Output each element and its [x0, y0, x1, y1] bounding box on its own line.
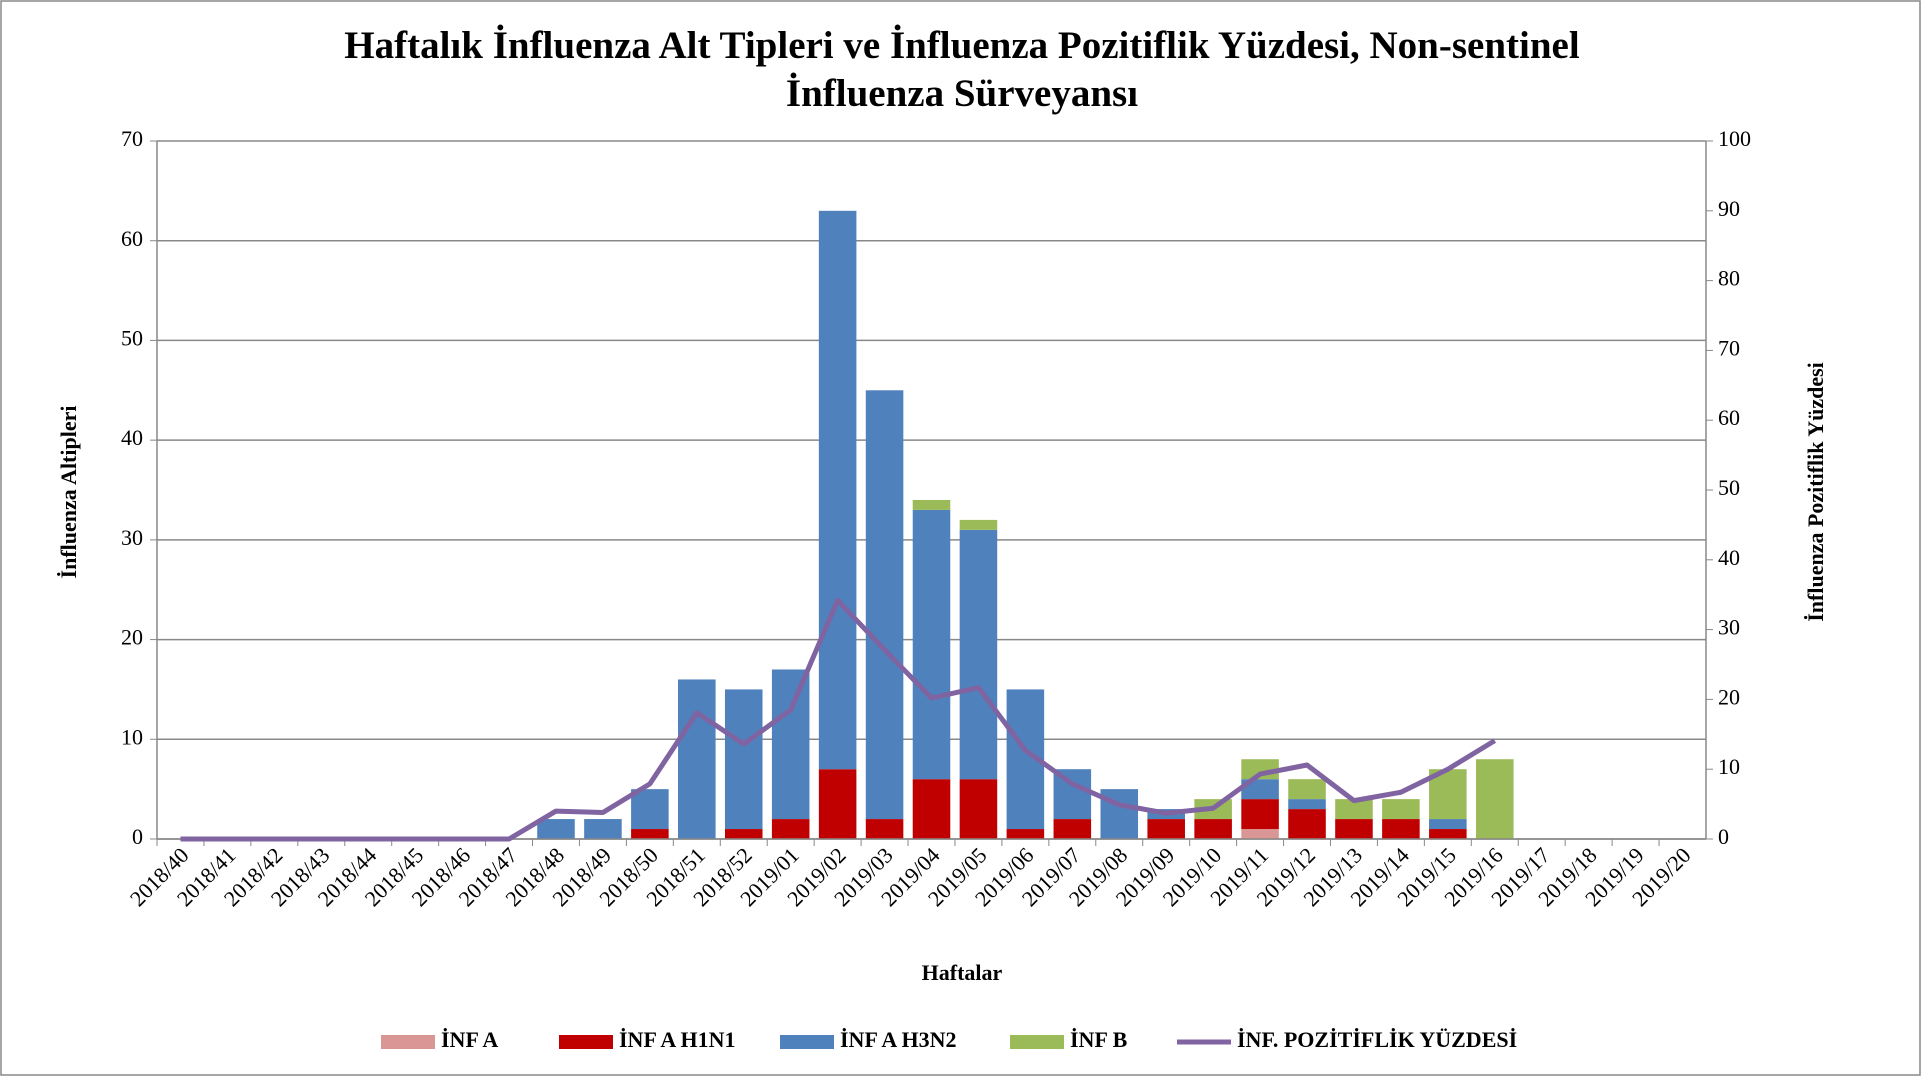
bar-segment	[724, 829, 763, 839]
bar-segment	[1241, 799, 1279, 830]
y-tick-label: 70	[121, 126, 143, 151]
y2-tick-label: 30	[1718, 615, 1740, 640]
bar-segment	[537, 819, 575, 839]
y-tick-label: 0	[132, 824, 143, 849]
bar-segment	[818, 210, 857, 770]
bar-segment	[631, 789, 669, 830]
bar-segment	[1382, 799, 1420, 820]
line-series	[180, 597, 1497, 842]
bar-segment	[1194, 819, 1232, 839]
bar-segment	[865, 819, 904, 839]
y2-tick-label: 50	[1718, 475, 1740, 500]
bar-segment	[1147, 819, 1185, 839]
y2-tick-label: 20	[1718, 684, 1740, 709]
y-tick-label: 60	[121, 226, 143, 251]
legend-swatch	[559, 1035, 613, 1049]
y2-tick-label: 70	[1718, 335, 1740, 360]
y2-tick-label: 0	[1718, 824, 1729, 849]
bar-segment	[1288, 779, 1326, 800]
bar-segment	[959, 529, 998, 780]
y-tick-label: 30	[121, 525, 143, 550]
legend-swatch	[780, 1035, 834, 1049]
y-tick-label: 40	[121, 425, 143, 450]
y-tick-label: 50	[121, 325, 143, 350]
y2-tick-label: 40	[1718, 545, 1740, 570]
chart-subtitle: İnfluenza Sürveyansı	[786, 71, 1138, 115]
bar-segment	[724, 689, 763, 830]
y2-tick-label: 100	[1718, 126, 1751, 151]
bar-segment	[1429, 819, 1467, 830]
bar-segment	[584, 819, 622, 839]
y-tick-label: 20	[121, 625, 143, 650]
bar-segment	[959, 519, 998, 530]
x-axis-title: Haftalar	[922, 960, 1003, 985]
bar-segment	[1335, 819, 1373, 839]
y2-tick-label: 90	[1718, 196, 1740, 221]
bar-segment	[631, 829, 669, 839]
bar-segment	[1241, 779, 1279, 800]
bar-segment	[912, 779, 951, 839]
bar-segment	[959, 779, 998, 839]
bar-segment	[1429, 829, 1467, 839]
bar-segment	[912, 509, 951, 780]
bar-segment	[1006, 829, 1045, 839]
bar-segment	[1288, 799, 1326, 810]
bar-segment	[912, 499, 951, 510]
bar-segment	[1053, 819, 1092, 839]
y2-tick-label: 60	[1718, 405, 1740, 430]
legend-label: İNF A H3N2	[840, 1027, 957, 1052]
bar-segment	[1335, 799, 1373, 820]
bar-segment	[771, 669, 810, 820]
bar-segment	[818, 769, 857, 839]
y2-tick-label: 10	[1718, 754, 1740, 779]
legend-swatch	[381, 1035, 435, 1049]
legend-label: İNF B	[1070, 1027, 1128, 1052]
y2-axis-title: İnfluenza Pozitiflik Yüzdesi	[1803, 362, 1828, 622]
legend-label: İNF A	[441, 1027, 498, 1052]
y-tick-label: 10	[121, 724, 143, 749]
bar-segment	[865, 390, 904, 820]
bar-segment	[1382, 819, 1420, 839]
chart-title: Haftalık İnfluenza Alt Tipleri ve İnflue…	[344, 23, 1580, 67]
legend-label: İNF A H1N1	[619, 1027, 736, 1052]
bar-segment	[1241, 829, 1279, 839]
bar-segment	[771, 819, 810, 839]
bar-segment	[1475, 759, 1514, 839]
y-axis-title: İnfluenza Altipleri	[56, 406, 81, 579]
y2-tick-label: 80	[1718, 266, 1740, 291]
bar-segment	[678, 679, 716, 839]
legend-swatch	[1010, 1035, 1064, 1049]
legend-label: İNF. POZİTİFLİK YÜZDESİ	[1237, 1027, 1517, 1052]
bar-segment	[1288, 809, 1326, 839]
